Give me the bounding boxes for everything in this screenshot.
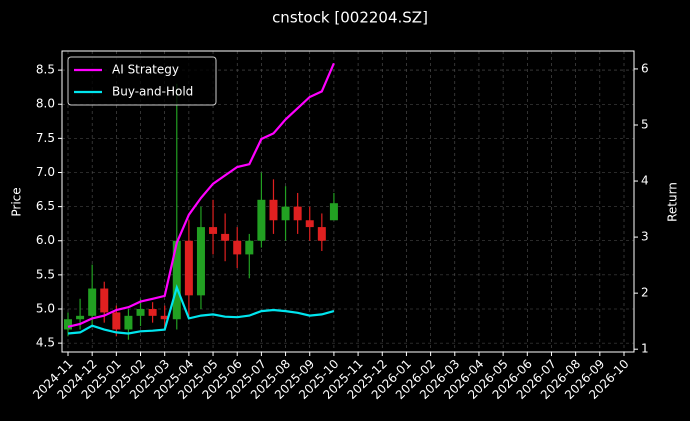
candle-body [293,206,302,221]
candle-body [160,315,169,320]
plot-frame [61,50,635,353]
line-series [67,284,335,335]
candle-body [281,206,290,221]
candle-body [88,288,97,316]
candle-body [257,199,266,241]
y2-tick-label: 1 [641,342,649,356]
y-tick-label: 5.0 [36,302,55,316]
candle-body [184,240,193,296]
candle-body [305,220,314,228]
candle-body [233,240,242,255]
y-tick-label: 4.5 [36,336,55,350]
y-tick-label: 5.5 [36,267,55,281]
y-tick-label: 8.5 [36,63,55,77]
y2-axis-label: Return [666,182,680,222]
y2-tick-label: 4 [641,174,649,188]
y-tick-label: 8.0 [36,97,55,111]
candle-body [112,312,121,330]
candle-body [76,315,85,320]
candle-body [100,288,109,313]
line-series [67,62,335,328]
y-tick-label: 7.5 [36,131,55,145]
candle-body [329,203,338,221]
y-tick-label: 6.0 [36,233,55,247]
candle-body [209,227,218,234]
y2-tick-label: 3 [641,230,649,244]
candle-body [221,233,230,241]
candle-body [124,315,133,330]
legend-label: Buy-and-Hold [112,85,193,99]
candle-body [172,240,181,320]
candle-body [245,240,254,255]
legend-label: AI Strategy [112,63,179,77]
y2-tick-label: 2 [641,286,649,300]
y2-tick-label: 6 [641,61,649,75]
candle-body [269,199,278,221]
candle-body [136,309,145,316]
candle-body [64,319,72,330]
chart-title: cnstock [002204.SZ] [272,9,428,27]
legend: AI Strategy Buy-and-Hold [67,56,217,106]
candle-body [148,309,157,316]
y-tick-label: 6.5 [36,199,55,213]
y-tick-label: 7.0 [36,165,55,179]
candle-body [317,227,326,241]
y-axis-label: Price [10,187,24,216]
y2-tick-label: 5 [641,117,649,131]
candle-body [196,227,205,296]
legend-box [67,56,217,106]
